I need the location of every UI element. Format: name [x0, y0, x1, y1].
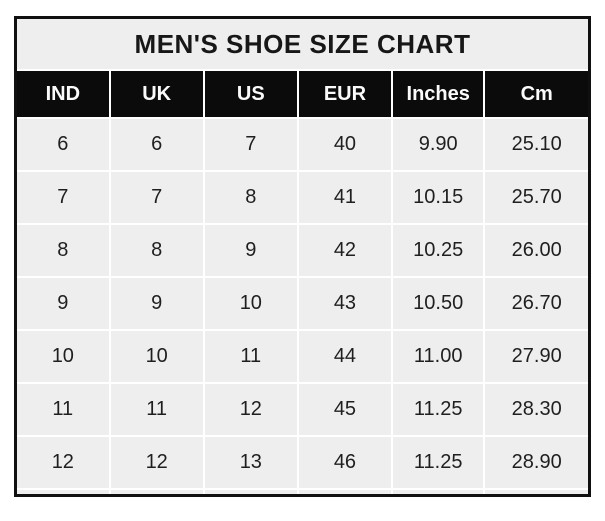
table-cell: 26.00: [483, 223, 591, 278]
table-cell: 26.70: [483, 276, 591, 331]
table-row: 10 10 11 44 11.00 27.90: [14, 329, 591, 384]
table-cell: 43: [296, 276, 394, 331]
column-header-inches: Inches: [390, 69, 486, 119]
table-cell: 7: [202, 117, 299, 172]
filler-cell: [296, 488, 394, 497]
table-cell: 9: [108, 276, 205, 331]
table-cell: 8: [14, 223, 111, 278]
table-cell: 10.50: [390, 276, 486, 331]
table-cell: 10: [202, 276, 299, 331]
table-cell: 46: [296, 435, 394, 490]
table-cell: 9: [202, 223, 299, 278]
table-cell: 9.90: [390, 117, 486, 172]
shoe-size-chart-table: MEN'S SHOE SIZE CHART IND UK US EUR Inch…: [14, 16, 591, 497]
table-cell: 7: [108, 170, 205, 225]
filler-cell: [14, 488, 111, 497]
column-header-cm: Cm: [483, 69, 591, 119]
table-cell: 12: [108, 435, 205, 490]
filler-cell: [390, 488, 486, 497]
table-cell: 11.25: [390, 382, 486, 437]
table-cell: 10: [108, 329, 205, 384]
table-row: 8 8 9 42 10.25 26.00: [14, 223, 591, 278]
column-header-eur: EUR: [296, 69, 394, 119]
table-cell: 9: [14, 276, 111, 331]
table-cell: 45: [296, 382, 394, 437]
table-cell: 8: [108, 223, 205, 278]
table-row: 12 12 13 46 11.25 28.90: [14, 435, 591, 490]
table-cell: 7: [14, 170, 111, 225]
table-cell: 40: [296, 117, 394, 172]
column-header-uk: UK: [108, 69, 205, 119]
table-cell: 28.30: [483, 382, 591, 437]
table-cell: 12: [14, 435, 111, 490]
table-cell: 42: [296, 223, 394, 278]
column-header-us: US: [202, 69, 299, 119]
filler-row: [14, 488, 591, 497]
table-cell: 11: [14, 382, 111, 437]
filler-cell: [108, 488, 205, 497]
table-cell: 27.90: [483, 329, 591, 384]
table-cell: 11: [202, 329, 299, 384]
title-row: MEN'S SHOE SIZE CHART: [14, 16, 591, 71]
table-cell: 11.00: [390, 329, 486, 384]
table-cell: 28.90: [483, 435, 591, 490]
table-cell: 10.15: [390, 170, 486, 225]
table-cell: 8: [202, 170, 299, 225]
table-cell: 6: [14, 117, 111, 172]
chart-title: MEN'S SHOE SIZE CHART: [14, 16, 591, 71]
table-cell: 6: [108, 117, 205, 172]
header-row: IND UK US EUR Inches Cm: [14, 69, 591, 119]
table-cell: 41: [296, 170, 394, 225]
filler-cell: [202, 488, 299, 497]
table-cell: 12: [202, 382, 299, 437]
table-cell: 25.10: [483, 117, 591, 172]
table-cell: 44: [296, 329, 394, 384]
table-body: 6 6 7 40 9.90 25.10 7 7 8 41 10.15 25.70 8 8 9 42 10.25 2…: [14, 117, 591, 497]
column-header-ind: IND: [14, 69, 111, 119]
table-cell: 10: [14, 329, 111, 384]
table-row: 11 11 12 45 11.25 28.30: [14, 382, 591, 437]
table-cell: 11: [108, 382, 205, 437]
table-row: 9 9 10 43 10.50 26.70: [14, 276, 591, 331]
table-cell: 11.25: [390, 435, 486, 490]
table-cell: 13: [202, 435, 299, 490]
table-cell: 10.25: [390, 223, 486, 278]
table-row: 6 6 7 40 9.90 25.10: [14, 117, 591, 172]
table-row: 7 7 8 41 10.15 25.70: [14, 170, 591, 225]
filler-cell: [483, 488, 591, 497]
table-cell: 25.70: [483, 170, 591, 225]
